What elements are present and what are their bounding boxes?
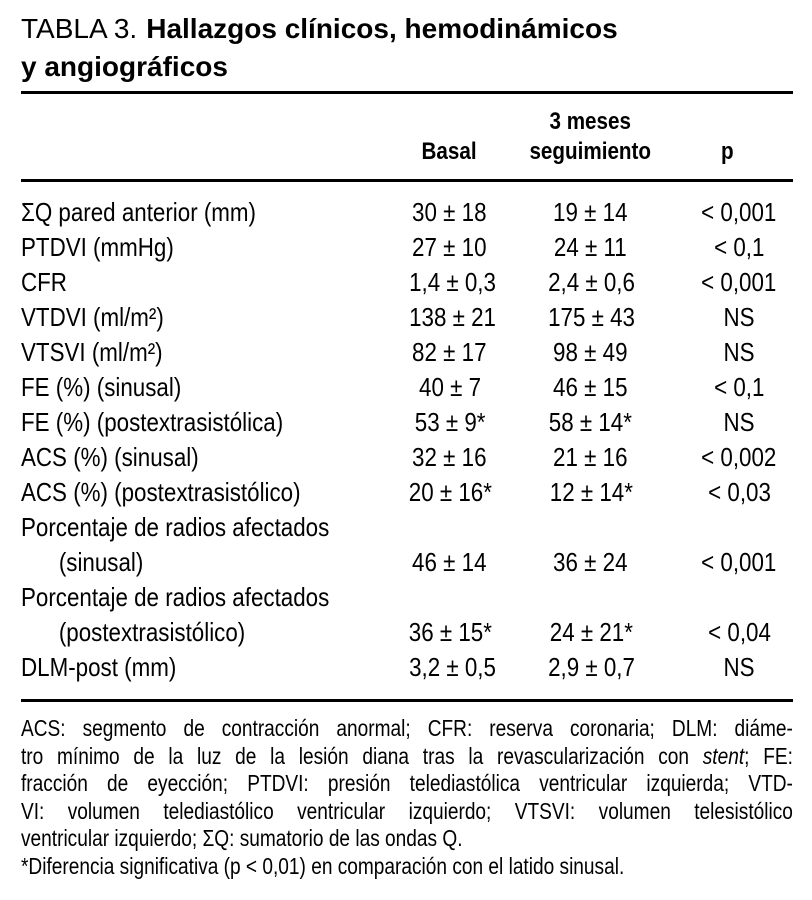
seguimiento-value: 175 ± 43 bbox=[547, 302, 635, 332]
table-row: Porcentaje de radios afectados (sinusal)… bbox=[21, 510, 793, 580]
header-basal-label: Basal bbox=[421, 138, 478, 165]
row-label: CFR bbox=[21, 267, 67, 297]
header-seguimiento: 3 meses seguimiento bbox=[496, 107, 684, 167]
footnote-abbrev-line: ventricular izquierdo; ΣQ: sumatorio de … bbox=[21, 825, 463, 851]
header-basal: Basal bbox=[403, 137, 496, 167]
p-value: < 0,002 bbox=[701, 442, 777, 472]
table-number: TABLA 3. bbox=[21, 13, 138, 44]
row-label-line1: Porcentaje de radios afectados bbox=[21, 582, 330, 612]
row-label-line2: (sinusal) bbox=[58, 547, 144, 577]
p-value: < 0,1 bbox=[713, 232, 765, 262]
basal-value: 40 ± 7 bbox=[418, 372, 481, 402]
row-label: FE (%) (sinusal) bbox=[21, 372, 182, 402]
p-value: NS bbox=[723, 302, 755, 332]
table-title-line2: y angiográficos bbox=[21, 51, 228, 82]
footnote-abbrev-line: fracción de eyección; PTDVI: presión tel… bbox=[21, 770, 793, 796]
header-p-label: p bbox=[721, 138, 735, 165]
table-row: Porcentaje de radios afectados (postextr… bbox=[21, 580, 793, 650]
row-label-line2: (postextrasistólico) bbox=[58, 617, 246, 647]
seguimiento-value: 24 ± 21* bbox=[549, 617, 633, 647]
header-p: p bbox=[685, 137, 793, 167]
footnote-italic-term: stent bbox=[702, 742, 745, 769]
p-value: < 0,001 bbox=[701, 547, 777, 577]
table-title-text: Hallazgos clínicos, hemodinámicos bbox=[146, 13, 618, 44]
table-row: PTDVI (mmHg) 27 ± 10 24 ± 11 < 0,1 bbox=[21, 230, 793, 265]
footnote-abbrev-line: tro mínimo de la luz de la lesión diana … bbox=[21, 743, 793, 771]
table-row: VTDVI (ml/m²) 138 ± 21 175 ± 43 NS bbox=[21, 300, 793, 335]
table-title: TABLA 3. Hallazgos clínicos, hemodinámico… bbox=[21, 10, 793, 86]
header-seguimiento-line2: seguimiento bbox=[529, 138, 652, 165]
table-row: ACS (%) (postextrasistólico) 20 ± 16* 12… bbox=[21, 475, 793, 510]
row-label: VTDVI (ml/m²) bbox=[21, 302, 164, 332]
footnote-significance: *Diferencia significativa (p < 0,01) en … bbox=[21, 852, 625, 879]
basal-value: 27 ± 10 bbox=[412, 232, 487, 262]
p-value: < 0,03 bbox=[707, 477, 771, 507]
p-value: < 0,001 bbox=[701, 267, 777, 297]
seguimiento-value: 24 ± 11 bbox=[554, 232, 628, 262]
basal-value: 32 ± 16 bbox=[412, 442, 487, 472]
seguimiento-value: 46 ± 15 bbox=[553, 372, 628, 402]
basal-value: 3,2 ± 0,5 bbox=[409, 652, 497, 682]
p-value: < 0,04 bbox=[707, 617, 771, 647]
seguimiento-value: 12 ± 14* bbox=[549, 477, 633, 507]
footnote-abbrev-line: ACS: segmento de contracción anormal; CF… bbox=[21, 715, 793, 741]
basal-value: 82 ± 17 bbox=[412, 337, 487, 367]
row-label: DLM-post (mm) bbox=[21, 652, 177, 682]
table-body: ΣQ pared anterior (mm) 30 ± 18 19 ± 14 <… bbox=[21, 182, 793, 685]
row-label: FE (%) (postextrasistólica) bbox=[21, 407, 284, 437]
row-label: ACS (%) (sinusal) bbox=[21, 442, 199, 472]
footnote-text: tro mínimo de la luz de la lesión diana … bbox=[21, 742, 703, 769]
p-value: NS bbox=[723, 407, 755, 437]
row-label: VTSVI (ml/m²) bbox=[21, 337, 163, 367]
row-label: ΣQ pared anterior (mm) bbox=[21, 197, 257, 227]
header-seguimiento-line1: 3 meses bbox=[549, 108, 632, 135]
basal-value: 20 ± 16* bbox=[408, 477, 493, 507]
basal-value: 1,4 ± 0,3 bbox=[409, 267, 497, 297]
basal-value: 36 ± 15* bbox=[408, 617, 493, 647]
table-row: CFR 1,4 ± 0,3 2,4 ± 0,6 < 0,001 bbox=[21, 265, 793, 300]
table-figure: TABLA 3. Hallazgos clínicos, hemodinámico… bbox=[0, 10, 812, 900]
seguimiento-value: 2,4 ± 0,6 bbox=[547, 267, 635, 297]
footnote-text: ; FE: bbox=[744, 742, 793, 769]
seguimiento-value: 58 ± 14* bbox=[549, 407, 633, 437]
seguimiento-value: 2,9 ± 0,7 bbox=[547, 652, 635, 682]
p-value: < 0,1 bbox=[713, 372, 765, 402]
header-rule bbox=[21, 179, 793, 182]
seguimiento-value: 98 ± 49 bbox=[553, 337, 628, 367]
table-row: FE (%) (sinusal) 40 ± 7 46 ± 15 < 0,1 bbox=[21, 370, 793, 405]
bottom-rule bbox=[21, 699, 793, 702]
table-row: DLM-post (mm) 3,2 ± 0,5 2,9 ± 0,7 NS bbox=[21, 650, 793, 685]
footnote-abbrev-line: VI: volumen telediastólico ventricular i… bbox=[21, 797, 793, 824]
basal-value: 53 ± 9* bbox=[414, 407, 486, 437]
table-row: FE (%) (postextrasistólica) 53 ± 9* 58 ±… bbox=[21, 405, 793, 440]
table-header: Basal 3 meses seguimiento p bbox=[21, 94, 793, 167]
top-rule bbox=[21, 91, 793, 94]
row-label: ACS (%) (postextrasistólico) bbox=[21, 477, 301, 507]
seguimiento-value: 21 ± 16 bbox=[553, 442, 628, 472]
row-label-line1: Porcentaje de radios afectados bbox=[21, 512, 330, 542]
table-title-line1: TABLA 3. Hallazgos clínicos, hemodinámico… bbox=[21, 10, 793, 48]
p-value: NS bbox=[723, 337, 755, 367]
basal-value: 30 ± 18 bbox=[412, 197, 487, 227]
p-value: < 0,001 bbox=[701, 197, 777, 227]
table-row: VTSVI (ml/m²) 82 ± 17 98 ± 49 NS bbox=[21, 335, 793, 370]
footnote: ACS: segmento de contracción anormal; CF… bbox=[21, 715, 793, 880]
row-label: PTDVI (mmHg) bbox=[21, 232, 174, 262]
table-row: ΣQ pared anterior (mm) 30 ± 18 19 ± 14 <… bbox=[21, 195, 793, 230]
seguimiento-value: 19 ± 14 bbox=[553, 197, 628, 227]
p-value: NS bbox=[723, 652, 755, 682]
basal-value: 46 ± 14 bbox=[412, 547, 487, 577]
seguimiento-value: 36 ± 24 bbox=[553, 547, 628, 577]
basal-value: 138 ± 21 bbox=[409, 302, 497, 332]
table-row: ACS (%) (sinusal) 32 ± 16 21 ± 16 < 0,00… bbox=[21, 440, 793, 475]
